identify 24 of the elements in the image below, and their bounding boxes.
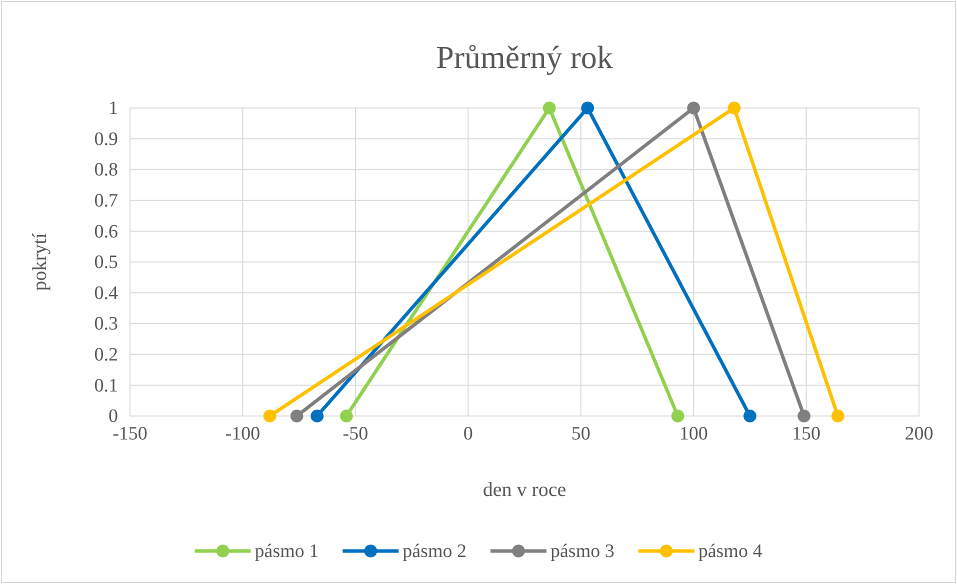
x-tick-label: -50 bbox=[342, 423, 368, 444]
y-tick-label: 0.4 bbox=[94, 282, 118, 304]
x-tick-label: 150 bbox=[792, 423, 821, 444]
chart-title: Průměrný rok bbox=[436, 39, 613, 75]
y-tick-label: 0.6 bbox=[94, 221, 118, 242]
x-tick-label: 50 bbox=[571, 423, 590, 444]
y-tick-label: 1 bbox=[108, 98, 118, 120]
y-tick-label: 0.8 bbox=[94, 160, 118, 181]
x-tick-label: 0 bbox=[463, 423, 473, 444]
y-tick-label: 0.5 bbox=[94, 252, 118, 274]
legend-label: pásmo 1 bbox=[254, 541, 319, 562]
x-axis-title: den v roce bbox=[482, 479, 566, 501]
x-tick-label: 100 bbox=[679, 423, 708, 444]
legend-label: pásmo 2 bbox=[402, 541, 466, 562]
legend-label: pásmo 4 bbox=[698, 541, 763, 562]
legend-label: pásmo 3 bbox=[550, 541, 614, 562]
y-tick-label: 0.1 bbox=[94, 375, 118, 396]
y-tick-label: 0.2 bbox=[94, 344, 118, 366]
x-tick-label: -100 bbox=[225, 423, 260, 444]
y-tick-label: 0.7 bbox=[94, 190, 118, 212]
y-tick-label: 0.3 bbox=[94, 314, 118, 335]
y-axis-title: pokrytí bbox=[29, 232, 51, 291]
y-tick-label: 0.9 bbox=[94, 128, 118, 150]
x-tick-label: 200 bbox=[904, 423, 934, 444]
